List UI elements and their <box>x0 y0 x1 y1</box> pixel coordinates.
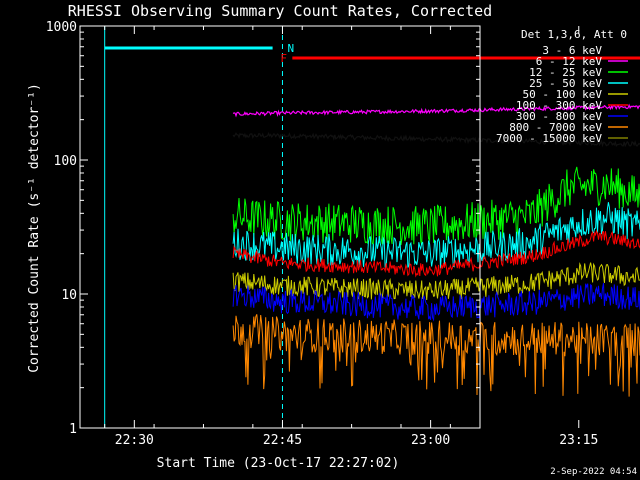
y-tick-label: 100 <box>54 154 77 169</box>
night-flag-label: N <box>287 42 294 55</box>
x-tick-label: 22:45 <box>263 433 302 448</box>
legend-entry-label: 50 - 100 keV <box>523 88 603 101</box>
legend-entry-label: 25 - 50 keV <box>529 77 602 90</box>
x-tick-label: 23:15 <box>559 433 598 448</box>
plot-area: NFS <box>104 26 640 428</box>
legend-entry-label: 300 - 800 keV <box>516 110 602 123</box>
x-tick-label: 22:30 <box>115 433 154 448</box>
legend-entry-label: 3 - 6 keV <box>542 44 602 57</box>
series-line-25-50-kev <box>232 202 640 269</box>
x-axis-label: Start Time (23-Oct-17 22:27:02) <box>157 456 400 471</box>
axes: 22:3022:4523:0023:1523:3023:4500:0011010… <box>46 20 599 448</box>
x-tick-label: 23:00 <box>411 433 450 448</box>
y-axis-label: Corrected Count Rate (s⁻¹ detector⁻¹) <box>27 83 42 373</box>
series-line-3-6-kev <box>232 131 640 148</box>
y-tick-label: 10 <box>61 288 77 303</box>
series-line-800-7000-kev <box>232 314 640 397</box>
series-line-50-100-kev <box>232 262 640 301</box>
legend-entry-label: 800 - 7000 keV <box>509 121 602 134</box>
series-line-100-300-kev <box>232 229 640 278</box>
y-tick-label: 1000 <box>46 20 77 35</box>
legend-entry-label: 6 - 12 keV <box>536 55 603 68</box>
series-line-12-25-kev <box>232 166 640 246</box>
chart-title: RHESSI Observing Summary Count Rates, Co… <box>68 2 492 20</box>
series-line-300-800-kev <box>232 283 640 322</box>
axes-frame <box>79 25 481 429</box>
series-line-6-12-kev <box>232 103 640 118</box>
legend-entry-label: 7000 - 15000 keV <box>496 132 602 145</box>
flare-flag-label: F <box>280 52 287 65</box>
y-tick-label: 1 <box>69 422 77 437</box>
legend-header: Det 1,3,6, Att 0 <box>521 28 627 41</box>
legend-entry-label: 100 - 300 keV <box>516 99 602 112</box>
generation-timestamp: 2-Sep-2022 04:54 <box>550 467 637 477</box>
legend-entry-label: 12 - 25 keV <box>529 66 602 79</box>
